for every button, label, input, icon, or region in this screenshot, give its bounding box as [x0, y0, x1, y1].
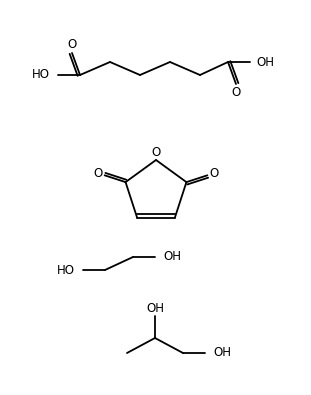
Text: O: O: [67, 38, 77, 51]
Text: O: O: [93, 167, 103, 180]
Text: OH: OH: [256, 56, 274, 68]
Text: O: O: [209, 167, 219, 180]
Text: OH: OH: [163, 250, 181, 263]
Text: O: O: [151, 147, 160, 160]
Text: HO: HO: [32, 68, 50, 81]
Text: OH: OH: [213, 346, 231, 359]
Text: O: O: [231, 85, 241, 98]
Text: OH: OH: [146, 301, 164, 314]
Text: HO: HO: [57, 263, 75, 276]
